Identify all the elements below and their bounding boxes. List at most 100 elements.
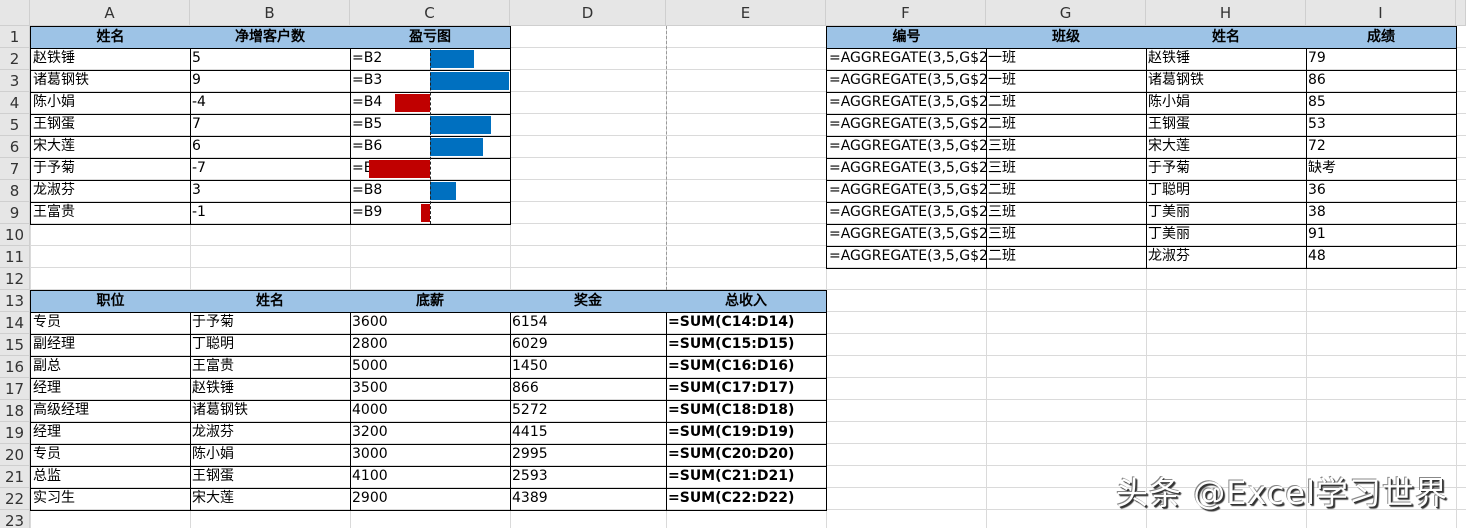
row-header-23[interactable]: 23 [0, 510, 30, 528]
column-header-F[interactable]: F [826, 0, 986, 26]
cell-I1[interactable]: 成绩 [1306, 26, 1457, 49]
column-header-C[interactable]: C [350, 0, 510, 26]
cell-A5[interactable]: 王钢蛋 [30, 114, 191, 137]
cell-H4[interactable]: 陈小娟 [1146, 92, 1307, 115]
cell-G11[interactable]: 二班 [986, 246, 1147, 269]
cell-A15[interactable]: 副经理 [30, 334, 191, 357]
cell-D19[interactable]: 4415 [510, 422, 667, 445]
cell-B13[interactable]: 姓名 [190, 290, 351, 313]
row-header-12[interactable]: 12 [0, 268, 30, 290]
cell-D16[interactable]: 1450 [510, 356, 667, 379]
row-header-2[interactable]: 2 [0, 48, 30, 70]
cell-C22[interactable]: 2900 [350, 488, 511, 511]
row-header-11[interactable]: 11 [0, 246, 30, 268]
column-header-B[interactable]: B [190, 0, 350, 26]
row-header-18[interactable]: 18 [0, 400, 30, 422]
row-header-4[interactable]: 4 [0, 92, 30, 114]
cell-A1[interactable]: 姓名 [30, 26, 191, 49]
cell-B17[interactable]: 赵铁锤 [190, 378, 351, 401]
row-header-15[interactable]: 15 [0, 334, 30, 356]
cell-B9[interactable]: -1 [190, 202, 351, 225]
cell-G6[interactable]: 三班 [986, 136, 1147, 159]
cell-I8[interactable]: 36 [1306, 180, 1457, 203]
cell-A22[interactable]: 实习生 [30, 488, 191, 511]
cell-E17[interactable]: =SUM(C17:D17) [666, 378, 827, 401]
cell-B15[interactable]: 丁聪明 [190, 334, 351, 357]
cell-B19[interactable]: 龙淑芬 [190, 422, 351, 445]
cell-I11[interactable]: 48 [1306, 246, 1457, 269]
column-header-G[interactable]: G [986, 0, 1146, 26]
cell-B5[interactable]: 7 [190, 114, 351, 137]
cell-E20[interactable]: =SUM(C20:D20) [666, 444, 827, 467]
cell-F3[interactable]: =AGGREGATE(3,5,G$2 [826, 70, 987, 93]
cell-A2[interactable]: 赵铁锤 [30, 48, 191, 71]
cell-F11[interactable]: =AGGREGATE(3,5,G$2 [826, 246, 987, 269]
cell-F1[interactable]: 编号 [826, 26, 987, 49]
row-header-8[interactable]: 8 [0, 180, 30, 202]
cell-B18[interactable]: 诸葛钢铁 [190, 400, 351, 423]
cell-D21[interactable]: 2593 [510, 466, 667, 489]
cell-B7[interactable]: -7 [190, 158, 351, 181]
row-header-9[interactable]: 9 [0, 202, 30, 224]
cell-B4[interactable]: -4 [190, 92, 351, 115]
cell-D17[interactable]: 866 [510, 378, 667, 401]
row-header-17[interactable]: 17 [0, 378, 30, 400]
cell-H9[interactable]: 丁美丽 [1146, 202, 1307, 225]
cell-C21[interactable]: 4100 [350, 466, 511, 489]
cell-C18[interactable]: 4000 [350, 400, 511, 423]
cell-I6[interactable]: 72 [1306, 136, 1457, 159]
cell-C19[interactable]: 3200 [350, 422, 511, 445]
cell-B3[interactable]: 9 [190, 70, 351, 93]
cell-A3[interactable]: 诸葛钢铁 [30, 70, 191, 93]
cell-E13[interactable]: 总收入 [666, 290, 827, 313]
cell-E14[interactable]: =SUM(C14:D14) [666, 312, 827, 335]
cell-B6[interactable]: 6 [190, 136, 351, 159]
cell-B16[interactable]: 王富贵 [190, 356, 351, 379]
cell-F9[interactable]: =AGGREGATE(3,5,G$2 [826, 202, 987, 225]
cell-H5[interactable]: 王钢蛋 [1146, 114, 1307, 137]
cell-D22[interactable]: 4389 [510, 488, 667, 511]
cell-E19[interactable]: =SUM(C19:D19) [666, 422, 827, 445]
column-header-I[interactable]: I [1306, 0, 1456, 26]
cell-G10[interactable]: 三班 [986, 224, 1147, 247]
row-header-10[interactable]: 10 [0, 224, 30, 246]
cell-A16[interactable]: 副总 [30, 356, 191, 379]
cell-A8[interactable]: 龙淑芬 [30, 180, 191, 203]
cell-F10[interactable]: =AGGREGATE(3,5,G$2 [826, 224, 987, 247]
row-header-6[interactable]: 6 [0, 136, 30, 158]
cell-G8[interactable]: 二班 [986, 180, 1147, 203]
cell-A17[interactable]: 经理 [30, 378, 191, 401]
cell-B2[interactable]: 5 [190, 48, 351, 71]
cell-B8[interactable]: 3 [190, 180, 351, 203]
cell-H6[interactable]: 宋大莲 [1146, 136, 1307, 159]
cell-I3[interactable]: 86 [1306, 70, 1457, 93]
cell-C17[interactable]: 3500 [350, 378, 511, 401]
cell-G3[interactable]: 一班 [986, 70, 1147, 93]
cell-C20[interactable]: 3000 [350, 444, 511, 467]
cell-A21[interactable]: 总监 [30, 466, 191, 489]
cell-E21[interactable]: =SUM(C21:D21) [666, 466, 827, 489]
cell-B20[interactable]: 陈小娟 [190, 444, 351, 467]
row-header-19[interactable]: 19 [0, 422, 30, 444]
row-header-14[interactable]: 14 [0, 312, 30, 334]
cell-F2[interactable]: =AGGREGATE(3,5,G$2 [826, 48, 987, 71]
column-header-E[interactable]: E [666, 0, 826, 26]
cell-F4[interactable]: =AGGREGATE(3,5,G$2 [826, 92, 987, 115]
cell-D20[interactable]: 2995 [510, 444, 667, 467]
row-header-5[interactable]: 5 [0, 114, 30, 136]
cell-H2[interactable]: 赵铁锤 [1146, 48, 1307, 71]
cell-B1[interactable]: 净增客户数 [190, 26, 351, 49]
row-header-7[interactable]: 7 [0, 158, 30, 180]
cell-A14[interactable]: 专员 [30, 312, 191, 335]
cell-G5[interactable]: 二班 [986, 114, 1147, 137]
row-header-16[interactable]: 16 [0, 356, 30, 378]
cell-B21[interactable]: 王钢蛋 [190, 466, 351, 489]
cell-C13[interactable]: 底薪 [350, 290, 511, 313]
cell-A6[interactable]: 宋大莲 [30, 136, 191, 159]
cell-C16[interactable]: 5000 [350, 356, 511, 379]
cell-C14[interactable]: 3600 [350, 312, 511, 335]
column-header-D[interactable]: D [510, 0, 666, 26]
cell-D14[interactable]: 6154 [510, 312, 667, 335]
cell-I2[interactable]: 79 [1306, 48, 1457, 71]
